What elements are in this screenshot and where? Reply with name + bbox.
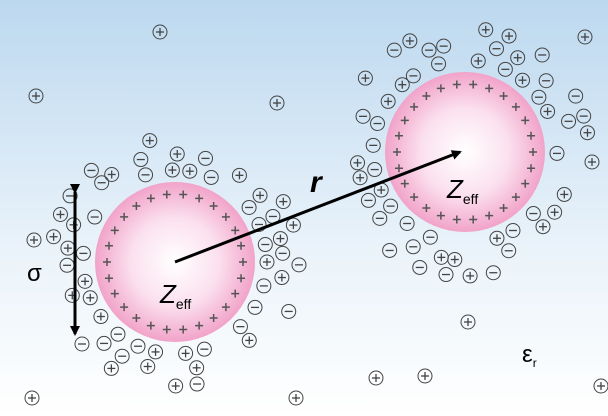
charge-symbol: Z — [446, 174, 464, 204]
size-label: σ — [27, 260, 42, 287]
diagram: r σ Zeff Zeff εr — [0, 0, 608, 416]
particle-2 — [385, 72, 545, 232]
permittivity-subscript: r — [533, 356, 537, 370]
charge-subscript: eff — [463, 191, 478, 207]
permittivity-symbol: ε — [522, 341, 533, 368]
charge-subscript: eff — [176, 296, 191, 312]
charge-symbol: Z — [159, 279, 177, 309]
